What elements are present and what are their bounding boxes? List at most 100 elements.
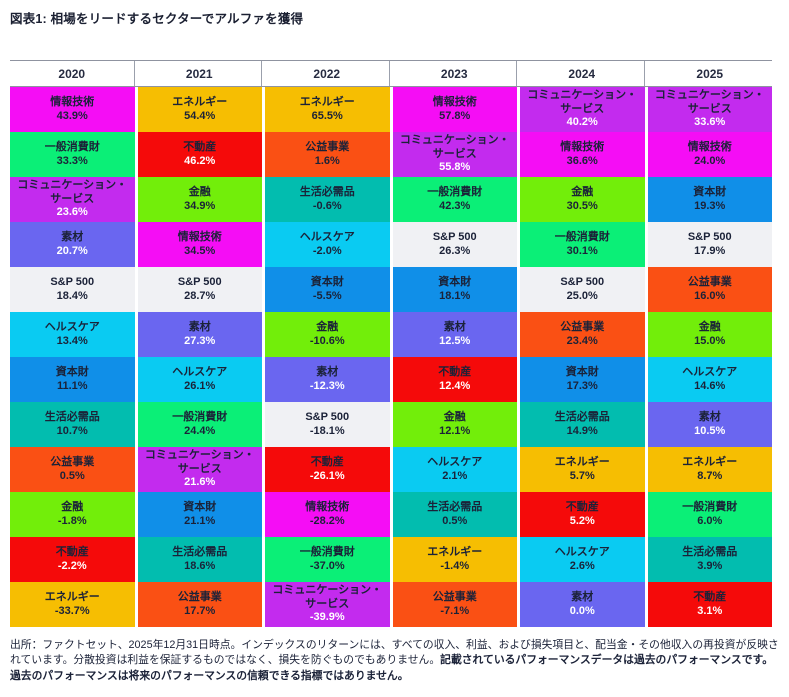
sector-cell: 不動産 5.2% <box>520 492 645 537</box>
sector-cell: エネルギー 8.7% <box>647 447 772 492</box>
sector-cell: 金融 -10.6% <box>265 312 390 357</box>
sector-label: 公益事業 <box>177 591 222 604</box>
sector-label: コミュニケーション・サービス <box>272 584 383 610</box>
sector-value: 0.5% <box>442 514 468 527</box>
sector-value: 25.0% <box>566 289 598 302</box>
sector-value: -1.4% <box>440 559 470 572</box>
footnote-bold-text: 記載されているパフォーマンスデータは過去のパフォーマンスです。過去のパフォーマン… <box>10 654 774 682</box>
sector-label: S&P 500 <box>560 276 605 289</box>
sector-cell: ヘルスケア 2.1% <box>392 447 517 492</box>
sector-value: 46.2% <box>184 154 216 167</box>
sector-label: 金融 <box>316 321 339 334</box>
sector-value: 8.7% <box>697 469 723 482</box>
sector-label: 資本財 <box>693 186 727 199</box>
sector-cell: S&P 500 28.7% <box>137 267 262 312</box>
sector-label: コミュニケーション・サービス <box>527 89 638 115</box>
year-column-2025: コミュニケーション・サービス 33.6% 情報技術 24.0% 資本財 19.3% S&P … <box>647 87 772 627</box>
sector-value: 28.7% <box>184 289 216 302</box>
sector-label: エネルギー <box>299 96 355 109</box>
sector-label: 資本財 <box>183 501 217 514</box>
sector-cell: 一般消費財 24.4% <box>137 402 262 447</box>
sector-value: 5.2% <box>569 514 595 527</box>
sector-label: 素材 <box>571 591 594 604</box>
year-header-row: 2020 2021 2022 2023 2024 2025 <box>10 60 772 87</box>
sector-cell: S&P 500 26.3% <box>392 222 517 267</box>
sector-value: 23.4% <box>566 334 598 347</box>
sector-cell: エネルギー 65.5% <box>265 87 390 132</box>
sector-label: S&P 500 <box>50 276 95 289</box>
sector-value: 34.9% <box>184 199 216 212</box>
sector-label: 不動産 <box>438 366 472 379</box>
sector-cell: エネルギー 5.7% <box>520 447 645 492</box>
sector-value: 30.1% <box>566 244 598 257</box>
sector-label: 公益事業 <box>50 456 95 469</box>
sector-label: 一般消費財 <box>554 231 610 244</box>
sector-cell: 情報技術 43.9% <box>10 87 135 132</box>
sector-value: 42.3% <box>439 199 471 212</box>
sector-value: 26.1% <box>184 379 216 392</box>
sector-cell: ヘルスケア 13.4% <box>10 312 135 357</box>
source-footnote: 出所：ファクトセット、2025年12月31日時点。インデックスのリターンには、す… <box>10 638 780 684</box>
sector-label: 一般消費財 <box>172 411 228 424</box>
sector-value: 27.3% <box>184 334 216 347</box>
sector-cell: 情報技術 -28.2% <box>265 492 390 537</box>
sector-cell: 資本財 17.3% <box>520 357 645 402</box>
sector-cell: 不動産 46.2% <box>137 132 262 177</box>
sector-value: 40.2% <box>566 116 598 129</box>
sector-label: コミュニケーション・サービス <box>654 89 765 115</box>
sector-value: -33.7% <box>54 604 90 617</box>
sector-value: 14.6% <box>694 379 726 392</box>
sector-cell: 金融 30.5% <box>520 177 645 222</box>
sector-cell: 公益事業 16.0% <box>647 267 772 312</box>
sector-cell: 資本財 18.1% <box>392 267 517 312</box>
sector-label: S&P 500 <box>432 231 477 244</box>
sector-returns-table: 2020 2021 2022 2023 2024 2025 情報技術 43.9% 一般消費財 3… <box>10 60 772 627</box>
sector-label: ヘルスケア <box>299 231 355 244</box>
sector-label: コミュニケーション・サービス <box>399 134 510 160</box>
sector-value: 17.7% <box>184 604 216 617</box>
sector-value: -18.1% <box>309 424 345 437</box>
sector-label: 金融 <box>61 501 84 514</box>
sector-value: -39.9% <box>309 611 345 624</box>
sector-value: 2.6% <box>569 559 595 572</box>
sector-cell: 生活必需品 18.6% <box>137 537 262 582</box>
sector-value: 36.6% <box>566 154 598 167</box>
sector-label: 生活必需品 <box>427 501 483 514</box>
sector-label: 金融 <box>698 321 721 334</box>
sector-cell: 生活必需品 10.7% <box>10 402 135 447</box>
sector-value: 18.1% <box>439 289 471 302</box>
year-header-2023: 2023 <box>393 61 517 86</box>
sector-cell: 素材 20.7% <box>10 222 135 267</box>
sector-value: 18.6% <box>184 559 216 572</box>
sector-cell: エネルギー -1.4% <box>392 537 517 582</box>
sector-value: -5.5% <box>312 289 342 302</box>
sector-cell: 生活必需品 -0.6% <box>265 177 390 222</box>
sector-label: ヘルスケア <box>554 546 610 559</box>
sector-label: 情報技術 <box>50 96 95 109</box>
sector-value: 17.3% <box>566 379 598 392</box>
sector-value: 18.4% <box>56 289 88 302</box>
sector-label: エネルギー <box>554 456 610 469</box>
sector-label: S&P 500 <box>305 411 350 424</box>
sector-value: 24.4% <box>184 424 216 437</box>
sector-value: 3.1% <box>697 604 723 617</box>
sector-value: 19.3% <box>694 199 726 212</box>
sector-cell: 公益事業 17.7% <box>137 582 262 627</box>
sector-cell: 一般消費財 6.0% <box>647 492 772 537</box>
sector-value: -12.3% <box>309 379 345 392</box>
sector-label: 不動産 <box>310 456 344 469</box>
year-header-2022: 2022 <box>265 61 390 86</box>
year-column-2024: コミュニケーション・サービス 40.2% 情報技術 36.6% 金融 30.5% 一般消費財… <box>520 87 645 627</box>
sector-cell: 素材 10.5% <box>647 402 772 447</box>
sector-value: 15.0% <box>694 334 726 347</box>
year-header-2024: 2024 <box>520 61 645 86</box>
sector-cell: 不動産 -26.1% <box>265 447 390 492</box>
sector-value: 12.4% <box>439 379 471 392</box>
sector-label: 資本財 <box>438 276 472 289</box>
sector-cell: ヘルスケア 14.6% <box>647 357 772 402</box>
sector-value: 55.8% <box>439 161 471 174</box>
sector-cell: 生活必需品 0.5% <box>392 492 517 537</box>
sector-cell: ヘルスケア 26.1% <box>137 357 262 402</box>
sector-cell: コミュニケーション・サービス 21.6% <box>137 447 262 492</box>
